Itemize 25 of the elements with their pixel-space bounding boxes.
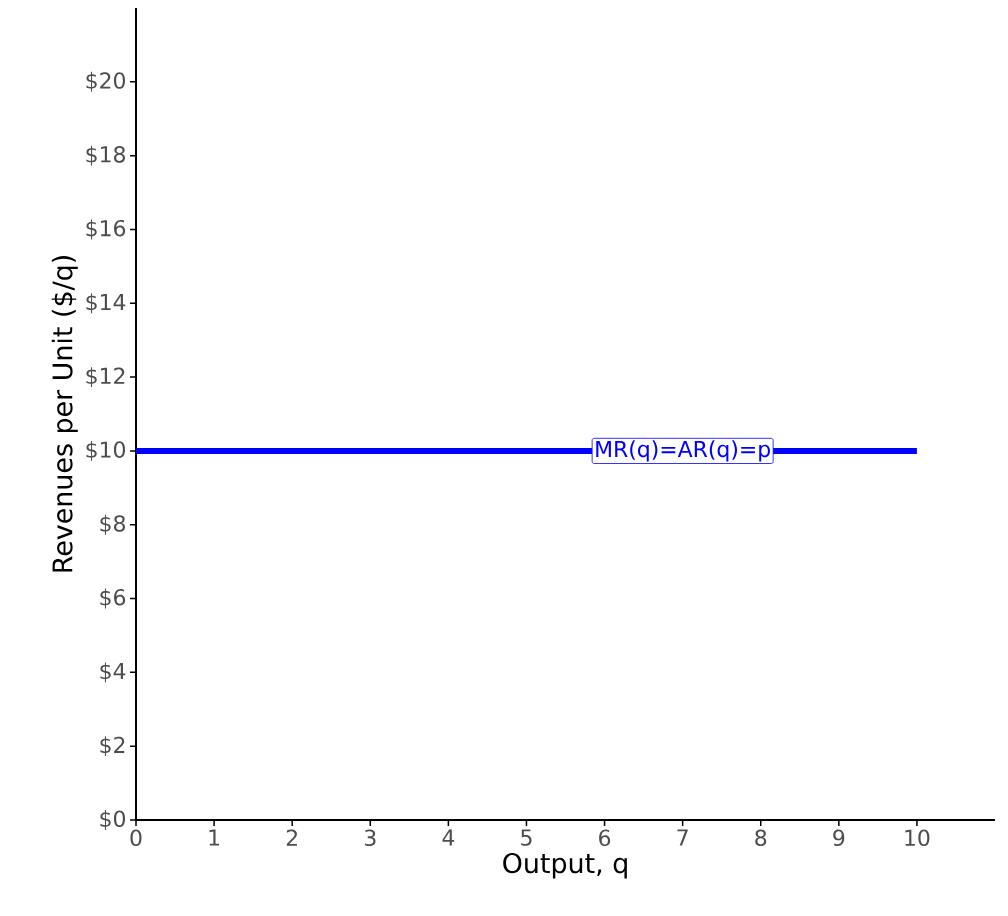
x-tick-label: 4 [442,829,455,846]
x-tick-label: 7 [677,829,688,846]
x-tick-label: 9 [833,829,845,847]
x-axis-title: Output, q [503,852,627,879]
x-tick-label: 0 [130,829,142,847]
annotation: MR(q)=AR(q)=p [596,440,770,462]
y-tick-label: $6 [100,588,126,609]
y-tick-label: $2 [100,736,125,757]
x-tick-label: 2 [286,829,297,846]
y-tick-label: $8 [100,514,125,535]
y-tick-label: $0 [100,810,126,830]
x-tick-label: 10 [905,829,930,847]
y-axis-title: Revenues per Unit ($/q) [51,256,78,572]
x-tick-label: 3 [364,829,376,847]
x-tick-label: 1 [209,829,220,846]
y-tick-label: $4 [100,662,126,683]
x-tick-label: 6 [599,829,611,847]
x-tick-label: 8 [755,829,767,847]
y-tick-label: $18 [86,145,125,166]
y-tick-label: $12 [86,367,125,388]
y-tick-label: $10 [86,440,126,461]
y-tick-label: $20 [86,71,126,92]
y-tick-label: $14 [86,293,126,314]
x-tick-label: 5 [521,829,532,846]
y-tick-label: $16 [86,219,126,240]
